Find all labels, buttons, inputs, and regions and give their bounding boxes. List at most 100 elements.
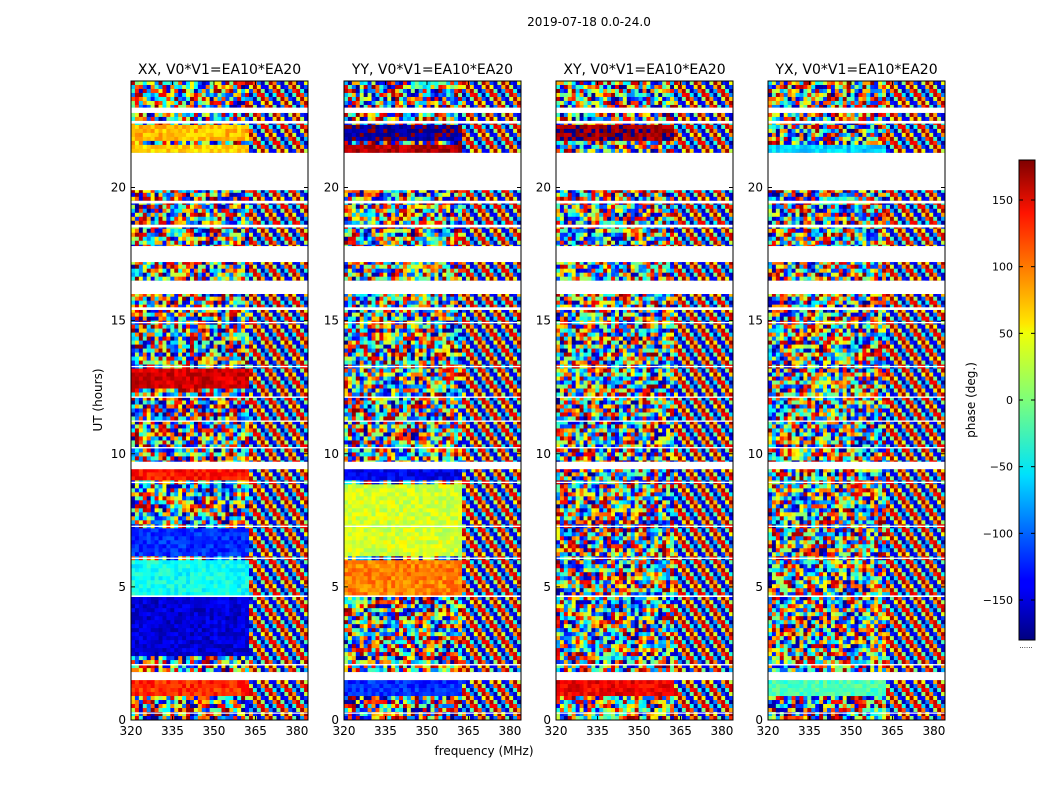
heatmap-cell: [253, 129, 257, 133]
heatmap-cell: [135, 233, 139, 237]
heatmap-cell: [241, 205, 245, 209]
heatmap-cell: [257, 97, 261, 101]
heatmap-cell: [131, 85, 135, 89]
heatmap-cell: [288, 197, 292, 201]
heatmap-cell: [139, 209, 143, 213]
heatmap-cell: [253, 85, 257, 89]
heatmap-cell: [190, 209, 194, 213]
heatmap-cell: [300, 133, 304, 137]
heatmap-cell: [162, 197, 166, 201]
heatmap-cell: [296, 125, 300, 129]
heatmap-cell: [241, 145, 245, 149]
heatmap-cell: [214, 93, 218, 97]
heatmap-cell: [210, 149, 214, 153]
heatmap-cell: [257, 113, 261, 117]
heatmap-cell: [214, 205, 218, 209]
heatmap-cell: [155, 193, 159, 197]
heatmap-cell: [166, 101, 170, 105]
heatmap-cell: [273, 137, 277, 141]
heatmap-cell: [277, 217, 281, 221]
heatmap-cell: [265, 197, 269, 201]
heatmap-cell: [131, 229, 135, 233]
heatmap-cell: [139, 113, 143, 117]
heatmap-cell: [221, 197, 225, 201]
heatmap-cell: [292, 137, 296, 141]
heatmap-cell: [261, 217, 265, 221]
heatmap-cell: [273, 97, 277, 101]
heatmap-cell: [261, 97, 265, 101]
heatmap-cell: [265, 81, 269, 85]
heatmap-cell: [210, 101, 214, 105]
heatmap-cell: [245, 213, 249, 217]
heatmap-cell: [178, 101, 182, 105]
heatmap-cell: [151, 205, 155, 209]
heatmap-cell: [210, 145, 214, 149]
heatmap-cell: [273, 129, 277, 133]
heatmap-cell: [269, 149, 273, 153]
heatmap-cell: [233, 193, 237, 197]
heatmap-cell: [292, 213, 296, 217]
heatmap-cell: [257, 145, 261, 149]
heatmap-cell: [202, 97, 206, 101]
heatmap-cell: [229, 197, 233, 201]
heatmap-cell: [253, 145, 257, 149]
heatmap-cell: [147, 85, 151, 89]
heatmap-cell: [147, 133, 151, 137]
heatmap-cell: [131, 129, 135, 133]
heatmap-cell: [273, 197, 277, 201]
heatmap-cell: [159, 141, 163, 145]
heatmap-cell: [174, 89, 178, 93]
heatmap-cell: [277, 213, 281, 217]
heatmap-cell: [210, 85, 214, 89]
heatmap-cell: [143, 137, 147, 141]
heatmap-cell: [135, 209, 139, 213]
heatmap-cell: [245, 113, 249, 117]
heatmap-cell: [166, 133, 170, 137]
heatmap-cell: [202, 197, 206, 201]
heatmap-cell: [245, 93, 249, 97]
heatmap-cell: [269, 89, 273, 93]
heatmap-cell: [194, 97, 198, 101]
heatmap-cell: [182, 205, 186, 209]
heatmap-cell: [225, 217, 229, 221]
heatmap-cell: [296, 221, 300, 225]
heatmap-cell: [257, 229, 261, 233]
heatmap-cell: [288, 125, 292, 129]
heatmap-cell: [198, 117, 202, 121]
heatmap-cell: [221, 113, 225, 117]
heatmap-cell: [257, 133, 261, 137]
heatmap-cell: [202, 93, 206, 97]
heatmap-cell: [225, 229, 229, 233]
heatmap-cell: [300, 229, 304, 233]
heatmap-cell: [186, 145, 190, 149]
heatmap-cell: [170, 229, 174, 233]
heatmap-cell: [280, 217, 284, 221]
heatmap-cell: [241, 101, 245, 105]
heatmap-cell: [292, 89, 296, 93]
heatmap-cell: [135, 101, 139, 105]
heatmap-cell: [221, 145, 225, 149]
heatmap-cell: [221, 101, 225, 105]
heatmap-cell: [190, 197, 194, 201]
heatmap-cell: [182, 149, 186, 153]
heatmap-cell: [135, 93, 139, 97]
heatmap-cell: [182, 193, 186, 197]
heatmap-cell: [135, 229, 139, 233]
heatmap-cell: [170, 145, 174, 149]
heatmap-cell: [143, 85, 147, 89]
heatmap-cell: [202, 113, 206, 117]
heatmap-cell: [162, 141, 166, 145]
heatmap-cell: [261, 129, 265, 133]
heatmap-cell: [269, 129, 273, 133]
heatmap-cell: [265, 137, 269, 141]
heatmap-cell: [249, 133, 253, 137]
heatmap-cell: [284, 113, 288, 117]
heatmap-cell: [249, 141, 253, 145]
heatmap-cell: [280, 193, 284, 197]
heatmap-cell: [139, 145, 143, 149]
heatmap-cell: [214, 213, 218, 217]
heatmap-cell: [288, 209, 292, 213]
heatmap-cell: [139, 137, 143, 141]
heatmap-cell: [166, 85, 170, 89]
heatmap-cell: [284, 145, 288, 149]
